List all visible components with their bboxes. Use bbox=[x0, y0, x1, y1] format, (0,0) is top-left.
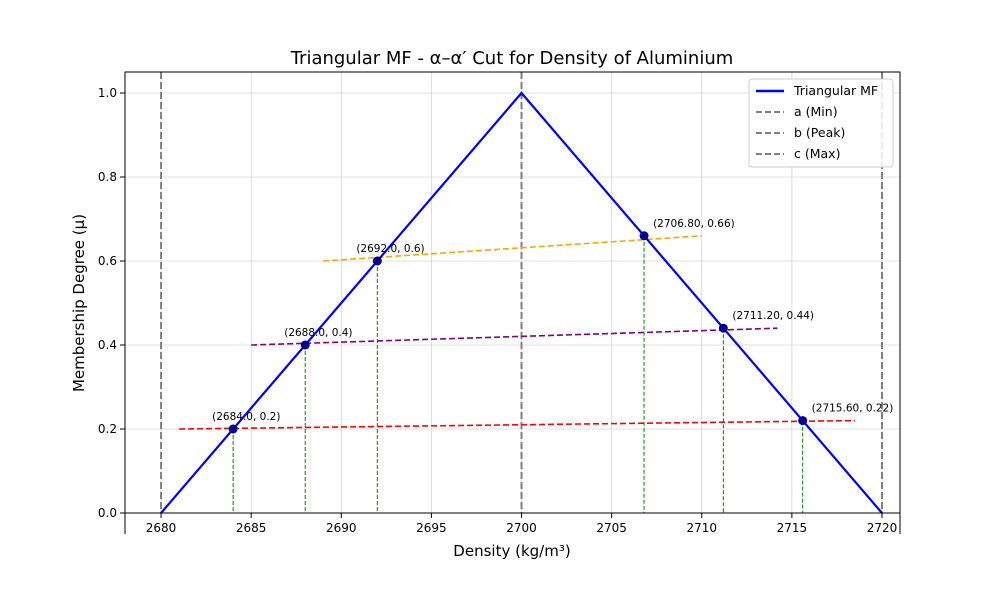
point-5 bbox=[718, 323, 728, 333]
axes: 2680 2685 2690 2695 2700 2705 2710 2715 2720 0.0 0… bbox=[98, 71, 901, 535]
x-tick-label: 2715 bbox=[777, 521, 808, 535]
drop-lines bbox=[232, 235, 804, 513]
legend-label-3: b (Peak) bbox=[794, 125, 845, 140]
x-tick-label: 2680 bbox=[146, 521, 177, 535]
y-tick-label: 0.8 bbox=[98, 170, 117, 184]
point-label-3: (2692.0, 0.6) bbox=[356, 243, 424, 255]
point-labels: (2684.0, 0.2) (2688.0, 0.4) (2692.0, 0.6) (… bbox=[212, 218, 893, 423]
point-3 bbox=[372, 256, 382, 266]
point-label-6: (2715.60, 0.22) bbox=[812, 403, 894, 415]
legend-label-1: Triangular MF bbox=[793, 83, 878, 98]
point-2 bbox=[300, 340, 310, 350]
cut-line-3 bbox=[323, 235, 702, 262]
point-label-5: (2711.20, 0.44) bbox=[732, 310, 814, 322]
membership-function bbox=[160, 91, 883, 514]
y-tick-label: 0.2 bbox=[98, 422, 117, 436]
legend: Triangular MF a (Min) b (Peak) c (Max) bbox=[748, 78, 894, 168]
legend-label-4: c (Max) bbox=[794, 146, 840, 161]
intersection-points bbox=[228, 231, 808, 434]
y-tick-label: 1.0 bbox=[98, 86, 117, 100]
x-tick-label: 2700 bbox=[506, 521, 537, 535]
alpha-cut-lines bbox=[179, 235, 855, 430]
x-tick-label: 2685 bbox=[236, 521, 267, 535]
x-tick-label: 2720 bbox=[867, 521, 898, 535]
y-tick-label: 0.0 bbox=[98, 506, 117, 520]
legend-label-2: a (Min) bbox=[794, 104, 838, 119]
y-axis-label: Membership Degree (μ) bbox=[70, 214, 88, 392]
point-6 bbox=[798, 416, 808, 426]
plot-frame bbox=[124, 71, 901, 514]
point-label-1: (2684.0, 0.2) bbox=[212, 411, 280, 423]
x-tick-label: 2705 bbox=[596, 521, 627, 535]
chart-title: Triangular MF - α–α′ Cut for Density of … bbox=[290, 48, 734, 69]
x-axis-label: Density (kg/m³) bbox=[453, 542, 570, 560]
point-label-4: (2706.80, 0.66) bbox=[653, 218, 735, 230]
x-tick-label: 2710 bbox=[686, 521, 717, 535]
cut-line-2 bbox=[251, 327, 778, 346]
point-4 bbox=[639, 231, 649, 241]
x-tick-label: 2690 bbox=[326, 521, 357, 535]
mf-line bbox=[160, 91, 883, 514]
x-tick-label: 2695 bbox=[416, 521, 447, 535]
legend-box bbox=[748, 78, 894, 168]
point-1 bbox=[228, 424, 238, 434]
point-label-2: (2688.0, 0.4) bbox=[284, 327, 352, 339]
y-tick-label: 0.4 bbox=[98, 338, 117, 352]
y-tick-label: 0.6 bbox=[98, 254, 117, 268]
cut-line-1 bbox=[179, 419, 855, 430]
